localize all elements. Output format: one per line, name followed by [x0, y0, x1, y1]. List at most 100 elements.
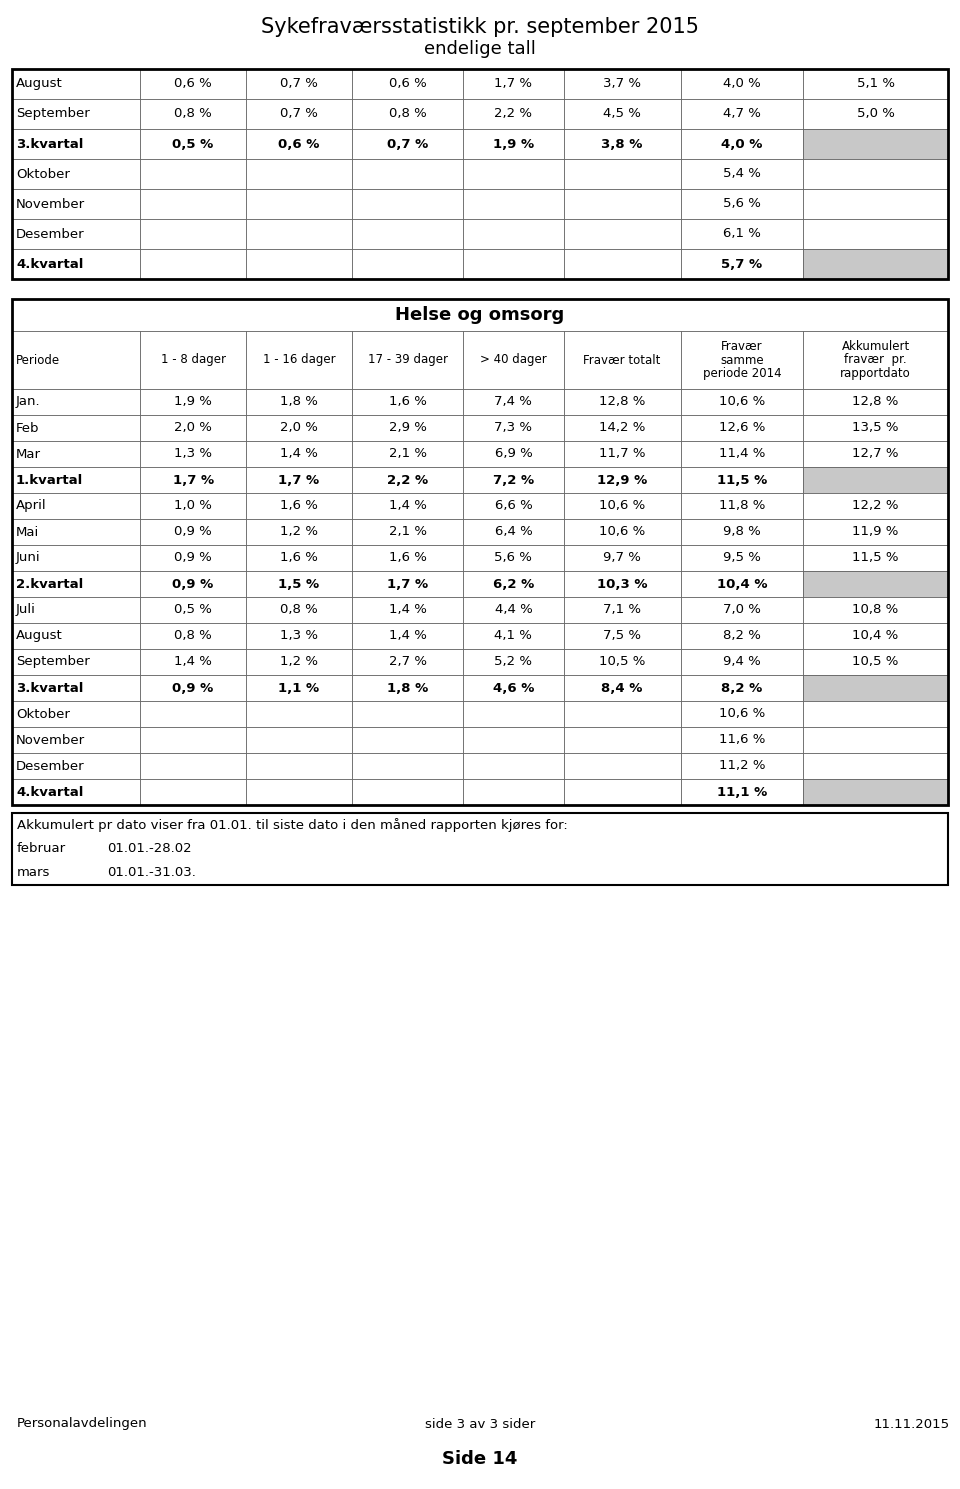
Text: 10,4 %: 10,4 % — [852, 630, 899, 642]
Bar — [464, 249, 564, 278]
Text: 11.11.2015: 11.11.2015 — [874, 1418, 950, 1431]
Bar — [464, 219, 564, 249]
Text: 11,2 %: 11,2 % — [719, 759, 765, 773]
Bar — [804, 727, 948, 753]
Bar — [140, 389, 246, 415]
Bar — [352, 98, 464, 130]
Bar — [681, 130, 804, 159]
Bar — [12, 299, 948, 331]
Text: 2,9 %: 2,9 % — [389, 421, 426, 435]
Bar — [464, 130, 564, 159]
Bar — [564, 597, 681, 622]
Bar — [804, 468, 948, 493]
Bar — [564, 570, 681, 597]
Text: 1,3 %: 1,3 % — [280, 630, 318, 642]
Text: 6,4 %: 6,4 % — [494, 526, 532, 539]
Bar — [564, 493, 681, 520]
Bar — [564, 545, 681, 570]
Text: 6,6 %: 6,6 % — [494, 499, 532, 512]
Bar — [564, 249, 681, 278]
Text: 6,1 %: 6,1 % — [723, 228, 760, 241]
Bar — [804, 331, 948, 389]
Text: 12,8 %: 12,8 % — [852, 396, 899, 408]
Bar — [681, 159, 804, 189]
Bar — [564, 675, 681, 701]
Text: 1,6 %: 1,6 % — [389, 396, 426, 408]
Bar — [12, 701, 140, 727]
Text: Oktober: Oktober — [16, 167, 70, 180]
Bar — [564, 98, 681, 130]
Bar — [564, 701, 681, 727]
Text: 0,8 %: 0,8 % — [174, 107, 212, 121]
Bar — [12, 753, 140, 779]
Text: 11,5 %: 11,5 % — [717, 474, 767, 487]
Bar — [804, 219, 948, 249]
Bar — [12, 675, 140, 701]
Text: side 3 av 3 sider: side 3 av 3 sider — [425, 1418, 535, 1431]
Bar — [12, 813, 948, 884]
Bar — [564, 622, 681, 649]
Bar — [681, 219, 804, 249]
Text: 1,7 %: 1,7 % — [173, 474, 214, 487]
Bar — [804, 189, 948, 219]
Bar — [804, 493, 948, 520]
Bar — [464, 597, 564, 622]
Text: 1,2 %: 1,2 % — [280, 655, 318, 669]
Bar — [804, 570, 948, 597]
Text: 1,4 %: 1,4 % — [174, 655, 212, 669]
Text: 0,8 %: 0,8 % — [389, 107, 426, 121]
Bar — [352, 415, 464, 441]
Text: 10,3 %: 10,3 % — [597, 578, 647, 591]
Text: 10,5 %: 10,5 % — [852, 655, 899, 669]
Text: September: September — [16, 655, 89, 669]
Bar — [564, 415, 681, 441]
Text: 0,5 %: 0,5 % — [174, 603, 212, 616]
Bar — [12, 441, 140, 468]
Text: 4,5 %: 4,5 % — [603, 107, 641, 121]
Text: Desember: Desember — [16, 759, 84, 773]
Bar — [464, 415, 564, 441]
Bar — [681, 415, 804, 441]
Text: 0,7 %: 0,7 % — [280, 107, 318, 121]
Bar — [246, 597, 352, 622]
Bar — [246, 779, 352, 806]
Bar — [564, 520, 681, 545]
Text: 7,5 %: 7,5 % — [603, 630, 641, 642]
Text: 0,9 %: 0,9 % — [174, 526, 212, 539]
Bar — [246, 727, 352, 753]
Text: 0,7 %: 0,7 % — [280, 77, 318, 91]
Text: endelige tall: endelige tall — [424, 40, 536, 58]
Bar — [246, 545, 352, 570]
Text: 12,9 %: 12,9 % — [597, 474, 647, 487]
Text: 10,5 %: 10,5 % — [599, 655, 645, 669]
Text: 1,6 %: 1,6 % — [280, 499, 318, 512]
Bar — [564, 189, 681, 219]
Text: rapportdato: rapportdato — [840, 366, 911, 380]
Bar — [12, 570, 140, 597]
Bar — [352, 779, 464, 806]
Text: 10,6 %: 10,6 % — [599, 526, 645, 539]
Bar — [352, 753, 464, 779]
Bar — [352, 545, 464, 570]
Text: 1,9 %: 1,9 % — [492, 137, 534, 150]
Text: Periode: Periode — [16, 353, 60, 366]
Bar — [12, 68, 140, 98]
Text: Oktober: Oktober — [16, 707, 70, 721]
Text: 8,2 %: 8,2 % — [721, 682, 762, 694]
Text: 7,2 %: 7,2 % — [492, 474, 534, 487]
Text: 4,6 %: 4,6 % — [492, 682, 534, 694]
Bar — [246, 249, 352, 278]
Bar — [352, 570, 464, 597]
Bar — [352, 68, 464, 98]
Bar — [140, 753, 246, 779]
Bar — [464, 649, 564, 675]
Bar — [681, 622, 804, 649]
Text: 1,7 %: 1,7 % — [494, 77, 533, 91]
Bar — [681, 649, 804, 675]
Bar — [464, 159, 564, 189]
Bar — [246, 570, 352, 597]
Text: 11,7 %: 11,7 % — [599, 448, 645, 460]
Bar — [352, 189, 464, 219]
Bar — [564, 649, 681, 675]
Text: 0,6 %: 0,6 % — [278, 137, 320, 150]
